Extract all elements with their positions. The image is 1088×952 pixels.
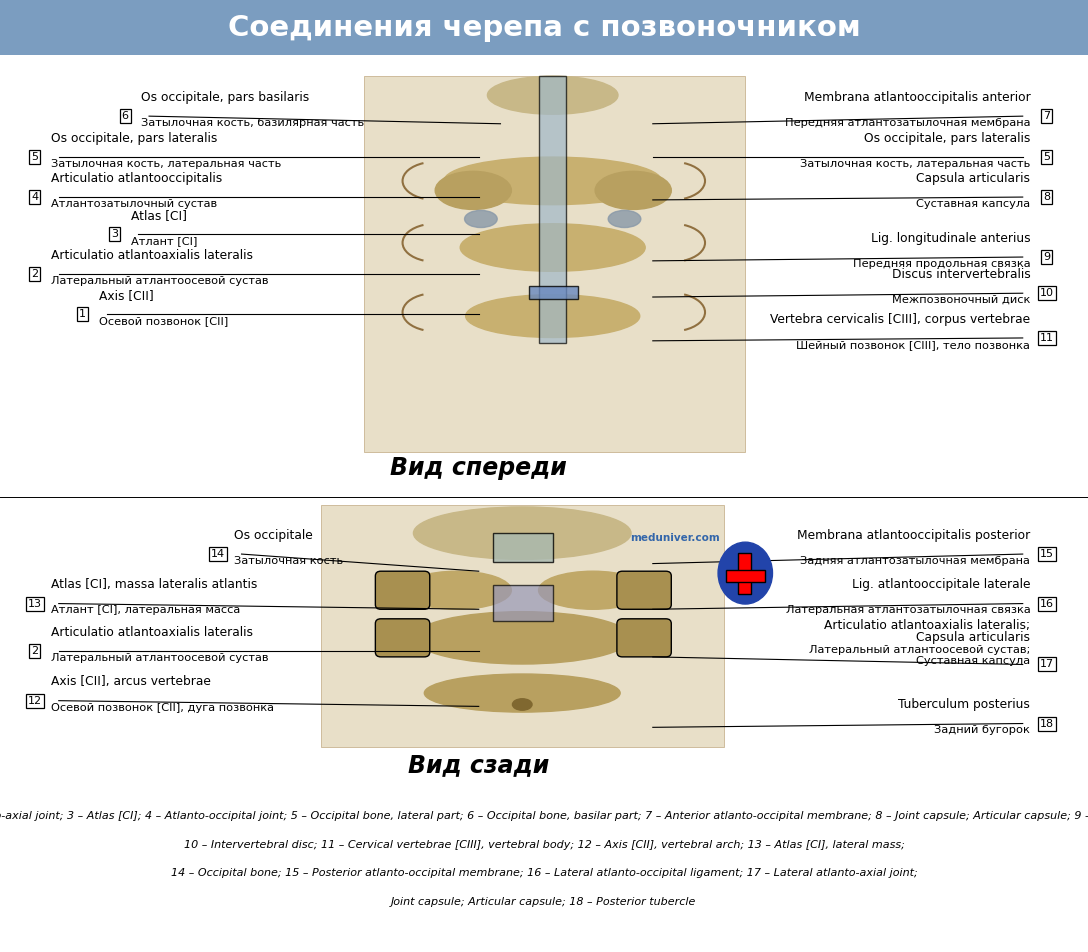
FancyBboxPatch shape [321, 505, 724, 747]
Ellipse shape [403, 571, 511, 609]
Text: Задний бугорок: Задний бугорок [935, 725, 1030, 736]
Text: Os occipitale: Os occipitale [234, 528, 312, 542]
FancyBboxPatch shape [0, 0, 1088, 55]
Text: Затылочная кость, латеральная часть: Затылочная кость, латеральная часть [800, 159, 1030, 169]
Text: 16: 16 [1040, 599, 1053, 608]
Text: Осевой позвонок [CII], дуга позвонка: Осевой позвонок [CII], дуга позвонка [51, 703, 274, 713]
Text: Осевой позвонок [CII]: Осевой позвонок [CII] [99, 316, 228, 327]
Text: Вид спереди: Вид спереди [391, 456, 567, 481]
Ellipse shape [487, 76, 618, 114]
FancyBboxPatch shape [493, 585, 553, 621]
Ellipse shape [512, 699, 532, 710]
Ellipse shape [608, 210, 641, 228]
Text: 10: 10 [1040, 288, 1053, 298]
Text: 5: 5 [32, 152, 38, 162]
Text: Articulatio atlantoaxialis lateralis: Articulatio atlantoaxialis lateralis [51, 625, 254, 639]
Ellipse shape [435, 171, 511, 209]
Ellipse shape [460, 224, 645, 271]
Text: Joint capsule; Articular capsule; 18 – Posterior tubercle: Joint capsule; Articular capsule; 18 – P… [392, 897, 696, 907]
Text: Capsula articularis: Capsula articularis [916, 171, 1030, 185]
Text: Передняя продольная связка: Передняя продольная связка [853, 259, 1030, 269]
Text: Discus intervertebralis: Discus intervertebralis [891, 268, 1030, 281]
Text: 6: 6 [122, 111, 128, 121]
Text: Атлант [CI]: Атлант [CI] [131, 236, 197, 247]
Text: Суставная капсула: Суставная капсула [916, 656, 1030, 666]
Text: 2: 2 [32, 646, 38, 656]
Text: Атлантозатылочный сустав: Атлантозатылочный сустав [51, 199, 218, 209]
Text: meduniver.com: meduniver.com [630, 533, 719, 543]
Text: Axis [CII], arcus vertebrae: Axis [CII], arcus vertebrae [51, 675, 211, 688]
Text: Os occipitale, pars lateralis: Os occipitale, pars lateralis [51, 131, 218, 145]
Text: Межпозвоночный диск: Межпозвоночный диск [892, 295, 1030, 306]
Text: 3: 3 [111, 229, 118, 239]
Text: Axis [CII]: Axis [CII] [99, 288, 153, 302]
FancyBboxPatch shape [375, 619, 430, 657]
Ellipse shape [718, 543, 772, 605]
Text: Латеральный атлантоосевой сустав: Латеральный атлантоосевой сустав [51, 276, 269, 287]
Text: 8: 8 [1043, 192, 1050, 202]
Text: Латеральная атлантозатылочная связка: Латеральная атлантозатылочная связка [786, 605, 1030, 616]
Text: Articulatio atlantoaxialis lateralis;: Articulatio atlantoaxialis lateralis; [825, 619, 1030, 632]
Text: 10 – Intervertebral disc; 11 – Cervical vertebrae [CIII], vertebral body; 12 – A: 10 – Intervertebral disc; 11 – Cervical … [184, 840, 904, 850]
Text: Atlas [CI]: Atlas [CI] [131, 208, 186, 222]
Ellipse shape [444, 157, 662, 205]
FancyBboxPatch shape [539, 76, 566, 343]
Ellipse shape [424, 674, 620, 712]
Text: Латеральный атлантоосевой сустав;: Латеральный атлантоосевой сустав; [809, 645, 1030, 655]
Text: 7: 7 [1043, 111, 1050, 121]
Text: Затылочная кость: Затылочная кость [234, 556, 343, 566]
Text: Lig. longitudinale anterius: Lig. longitudinale anterius [870, 231, 1030, 245]
Text: 13: 13 [28, 599, 41, 608]
Text: 11: 11 [1040, 333, 1053, 343]
Text: 1 – Axis [CII]; 2 – Lateral atlanto-axial joint; 3 – Atlas [CI]; 4 – Atlanto-occ: 1 – Axis [CII]; 2 – Lateral atlanto-axia… [0, 811, 1088, 822]
Text: Соединения черепа с позвоночником: Соединения черепа с позвоночником [227, 13, 861, 42]
Text: 9: 9 [1043, 252, 1050, 262]
Text: 18: 18 [1040, 719, 1053, 728]
Ellipse shape [413, 506, 631, 560]
Text: Articulatio atlantoaxialis lateralis: Articulatio atlantoaxialis lateralis [51, 248, 254, 262]
FancyBboxPatch shape [617, 619, 671, 657]
Text: 17: 17 [1040, 660, 1053, 669]
Text: Capsula articularis: Capsula articularis [916, 630, 1030, 644]
Text: Задняя атлантозатылочная мембрана: Задняя атлантозатылочная мембрана [801, 556, 1030, 566]
Text: Затылочная кость, латеральная часть: Затылочная кость, латеральная часть [51, 159, 282, 169]
Text: 5: 5 [1043, 152, 1050, 162]
Text: 15: 15 [1040, 549, 1053, 559]
FancyBboxPatch shape [738, 553, 751, 594]
Text: 14 – Occipital bone; 15 – Posterior atlanto-occipital membrane; 16 – Lateral atl: 14 – Occipital bone; 15 – Posterior atla… [171, 868, 917, 879]
FancyBboxPatch shape [493, 533, 553, 562]
Ellipse shape [595, 171, 671, 209]
FancyBboxPatch shape [364, 76, 745, 452]
Text: Articulatio atlantooccipitalis: Articulatio atlantooccipitalis [51, 171, 222, 185]
FancyBboxPatch shape [726, 570, 765, 582]
Text: 14: 14 [211, 549, 224, 559]
Ellipse shape [539, 571, 647, 609]
Text: Vertebra cervicalis [CIII], corpus vertebrae: Vertebra cervicalis [CIII], corpus verte… [770, 312, 1030, 326]
Text: Os occipitale, pars basilaris: Os occipitale, pars basilaris [141, 90, 310, 104]
Ellipse shape [465, 210, 497, 228]
Text: Затылочная кость, базилярная часть: Затылочная кость, базилярная часть [141, 118, 364, 129]
FancyBboxPatch shape [529, 286, 578, 299]
FancyBboxPatch shape [617, 571, 671, 609]
Ellipse shape [413, 611, 631, 664]
Text: Atlas [CI], massa lateralis atlantis: Atlas [CI], massa lateralis atlantis [51, 578, 258, 591]
Text: Атлант [CI], латеральная масса: Атлант [CI], латеральная масса [51, 605, 240, 616]
Text: Os occipitale, pars lateralis: Os occipitale, pars lateralis [864, 131, 1030, 145]
Text: Вид сзади: Вид сзади [408, 753, 549, 778]
Text: 2: 2 [32, 269, 38, 279]
FancyBboxPatch shape [375, 571, 430, 609]
Text: Латеральный атлантоосевой сустав: Латеральный атлантоосевой сустав [51, 653, 269, 664]
Text: Шейный позвонок [CIII], тело позвонка: Шейный позвонок [CIII], тело позвонка [796, 340, 1030, 350]
Text: Lig. atlantooccipitale laterale: Lig. atlantooccipitale laterale [852, 578, 1030, 591]
Ellipse shape [466, 295, 640, 337]
Text: 1: 1 [79, 309, 86, 319]
Text: Передняя атлантозатылочная мембрана: Передняя атлантозатылочная мембрана [784, 118, 1030, 129]
Text: Суставная капсула: Суставная капсула [916, 199, 1030, 209]
Text: 12: 12 [28, 696, 41, 705]
Text: Tuberculum posterius: Tuberculum posterius [899, 698, 1030, 711]
Text: Membrana atlantooccipitalis anterior: Membrana atlantooccipitalis anterior [804, 90, 1030, 104]
Text: Membrana atlantooccipitalis posterior: Membrana atlantooccipitalis posterior [798, 528, 1030, 542]
Text: 4: 4 [32, 192, 38, 202]
